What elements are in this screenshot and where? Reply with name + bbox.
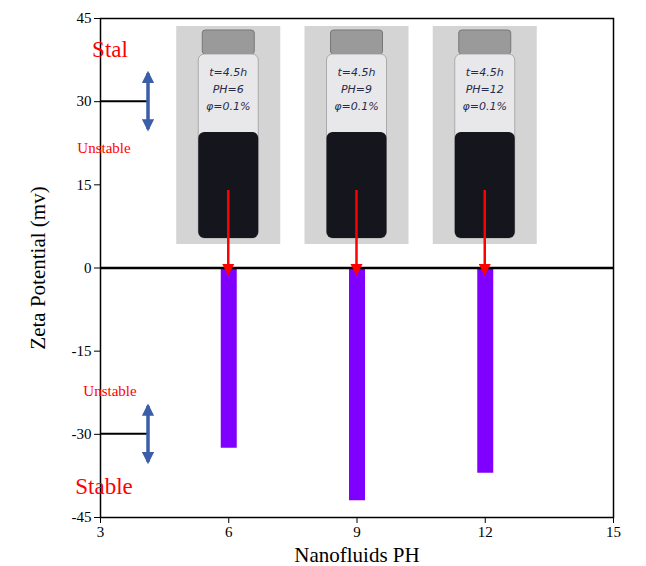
svg-text:-45: -45 <box>72 509 92 525</box>
svg-text:PH=6: PH=6 <box>213 83 244 96</box>
svg-text:0: 0 <box>84 260 92 276</box>
svg-text:Unstable: Unstable <box>77 140 131 156</box>
svg-text:Unstable: Unstable <box>83 383 137 399</box>
svg-text:30: 30 <box>77 93 92 109</box>
svg-text:45: 45 <box>77 10 92 26</box>
svg-text:t=4.5h: t=4.5h <box>209 66 247 79</box>
svg-text:PH=9: PH=9 <box>341 83 372 96</box>
svg-text:3: 3 <box>97 524 105 540</box>
svg-text:PH=12: PH=12 <box>466 83 504 96</box>
svg-text:t=4.5h: t=4.5h <box>338 66 376 79</box>
svg-text:Nanofluids PH: Nanofluids PH <box>294 543 419 566</box>
svg-text:15: 15 <box>77 177 92 193</box>
svg-text:-30: -30 <box>72 426 92 442</box>
svg-text:12: 12 <box>478 524 493 540</box>
svg-text:Stable: Stable <box>75 474 133 499</box>
svg-text:φ=0.1%: φ=0.1% <box>463 100 507 113</box>
svg-text:Zeta Potential (mv): Zeta Potential (mv) <box>26 186 50 349</box>
svg-text:φ=0.1%: φ=0.1% <box>334 100 378 113</box>
svg-text:Stal: Stal <box>92 37 128 62</box>
svg-text:15: 15 <box>606 524 621 540</box>
svg-text:φ=0.1%: φ=0.1% <box>206 100 250 113</box>
svg-text:t=4.5h: t=4.5h <box>466 66 504 79</box>
svg-text:6: 6 <box>225 524 233 540</box>
svg-text:9: 9 <box>353 524 361 540</box>
svg-text:-15: -15 <box>72 343 92 359</box>
